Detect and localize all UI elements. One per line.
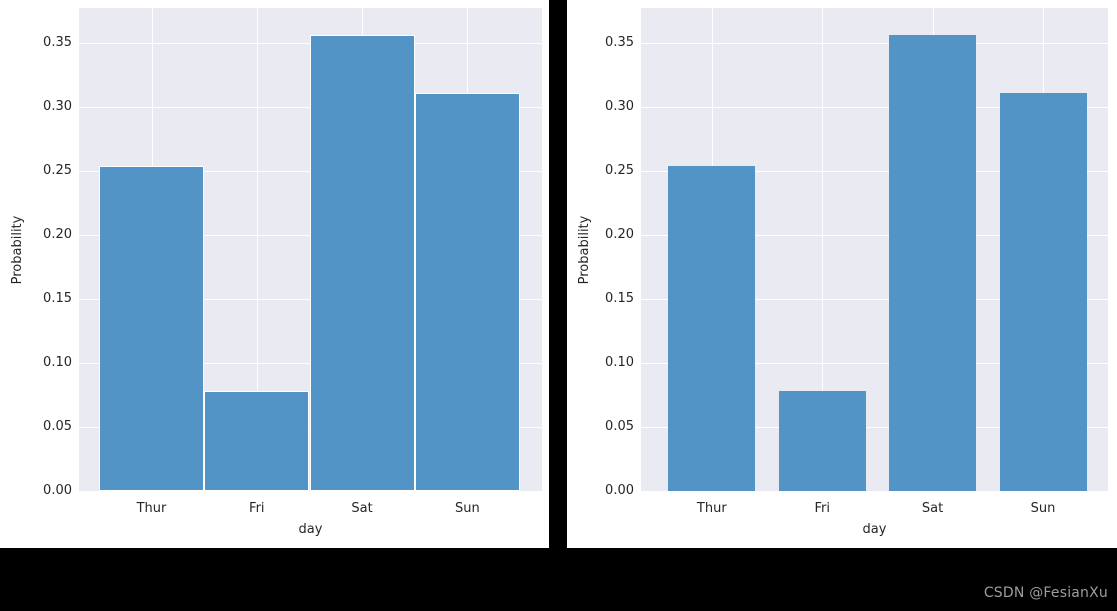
bar-sun bbox=[999, 92, 1087, 491]
y-tick-label: 0.35 bbox=[605, 35, 634, 51]
gridline-horizontal bbox=[641, 363, 1108, 365]
gridline-vertical bbox=[822, 8, 824, 491]
y-tick-label: 0.15 bbox=[43, 291, 72, 307]
x-tick-label: Fri bbox=[814, 501, 830, 516]
x-tick-label: Thur bbox=[696, 501, 727, 516]
y-tick-label: 0.00 bbox=[605, 483, 634, 498]
y-tick-label: 0.05 bbox=[43, 419, 72, 435]
gridline-horizontal bbox=[641, 299, 1108, 301]
y-tick-label: 0.20 bbox=[605, 227, 634, 243]
y-tick-label: 0.00 bbox=[43, 483, 72, 498]
x-axis-label: day bbox=[862, 522, 887, 537]
watermark: CSDN @FesianXu bbox=[983, 585, 1108, 601]
figure-right: Probability day 0.00 0.05 0.10 0.15 0.20 0.25… bbox=[567, 0, 1117, 548]
bar-thur bbox=[98, 166, 205, 491]
y-tick-label: 0.30 bbox=[605, 99, 634, 115]
y-tick-label: 0.20 bbox=[43, 227, 72, 243]
y-tick-label: 0.10 bbox=[43, 355, 72, 371]
bar-thur bbox=[668, 166, 756, 491]
gridline-horizontal bbox=[641, 171, 1108, 173]
gridline-vertical bbox=[256, 8, 258, 491]
x-tick-label: Sat bbox=[351, 501, 373, 516]
x-tick-label: Fri bbox=[249, 501, 265, 516]
y-tick-label: 0.05 bbox=[605, 419, 634, 435]
gridline-horizontal bbox=[641, 235, 1108, 237]
x-tick-label: Sat bbox=[921, 501, 944, 516]
plot-area bbox=[79, 8, 542, 491]
x-tick-label: Thur bbox=[136, 501, 167, 516]
y-tick-label: 0.10 bbox=[605, 355, 634, 371]
x-axis-label: day bbox=[298, 522, 323, 537]
gridline-horizontal bbox=[641, 427, 1108, 429]
x-tick-label: Sun bbox=[455, 501, 480, 516]
y-tick-label: 0.35 bbox=[43, 35, 72, 51]
y-tick-label: 0.25 bbox=[43, 163, 72, 179]
bar-fri bbox=[778, 391, 866, 491]
y-tick-label: 0.15 bbox=[605, 291, 634, 307]
gridline-horizontal bbox=[641, 43, 1108, 45]
y-tick-label: 0.25 bbox=[605, 163, 634, 179]
bar-sat bbox=[309, 35, 415, 491]
y-axis-label: Probability bbox=[10, 215, 25, 284]
y-tick-label: 0.30 bbox=[43, 99, 72, 115]
plot-area bbox=[641, 8, 1108, 491]
y-axis-label: Probability bbox=[577, 215, 592, 284]
bar-fri bbox=[204, 391, 310, 491]
x-tick-label: Sun bbox=[1030, 501, 1056, 516]
figure-left: Probability day 0.00 0.05 0.10 0.15 0.20 0.25… bbox=[0, 0, 549, 548]
bar-sat bbox=[889, 35, 977, 491]
bar-sun bbox=[414, 92, 521, 491]
gridline-horizontal bbox=[641, 107, 1108, 109]
